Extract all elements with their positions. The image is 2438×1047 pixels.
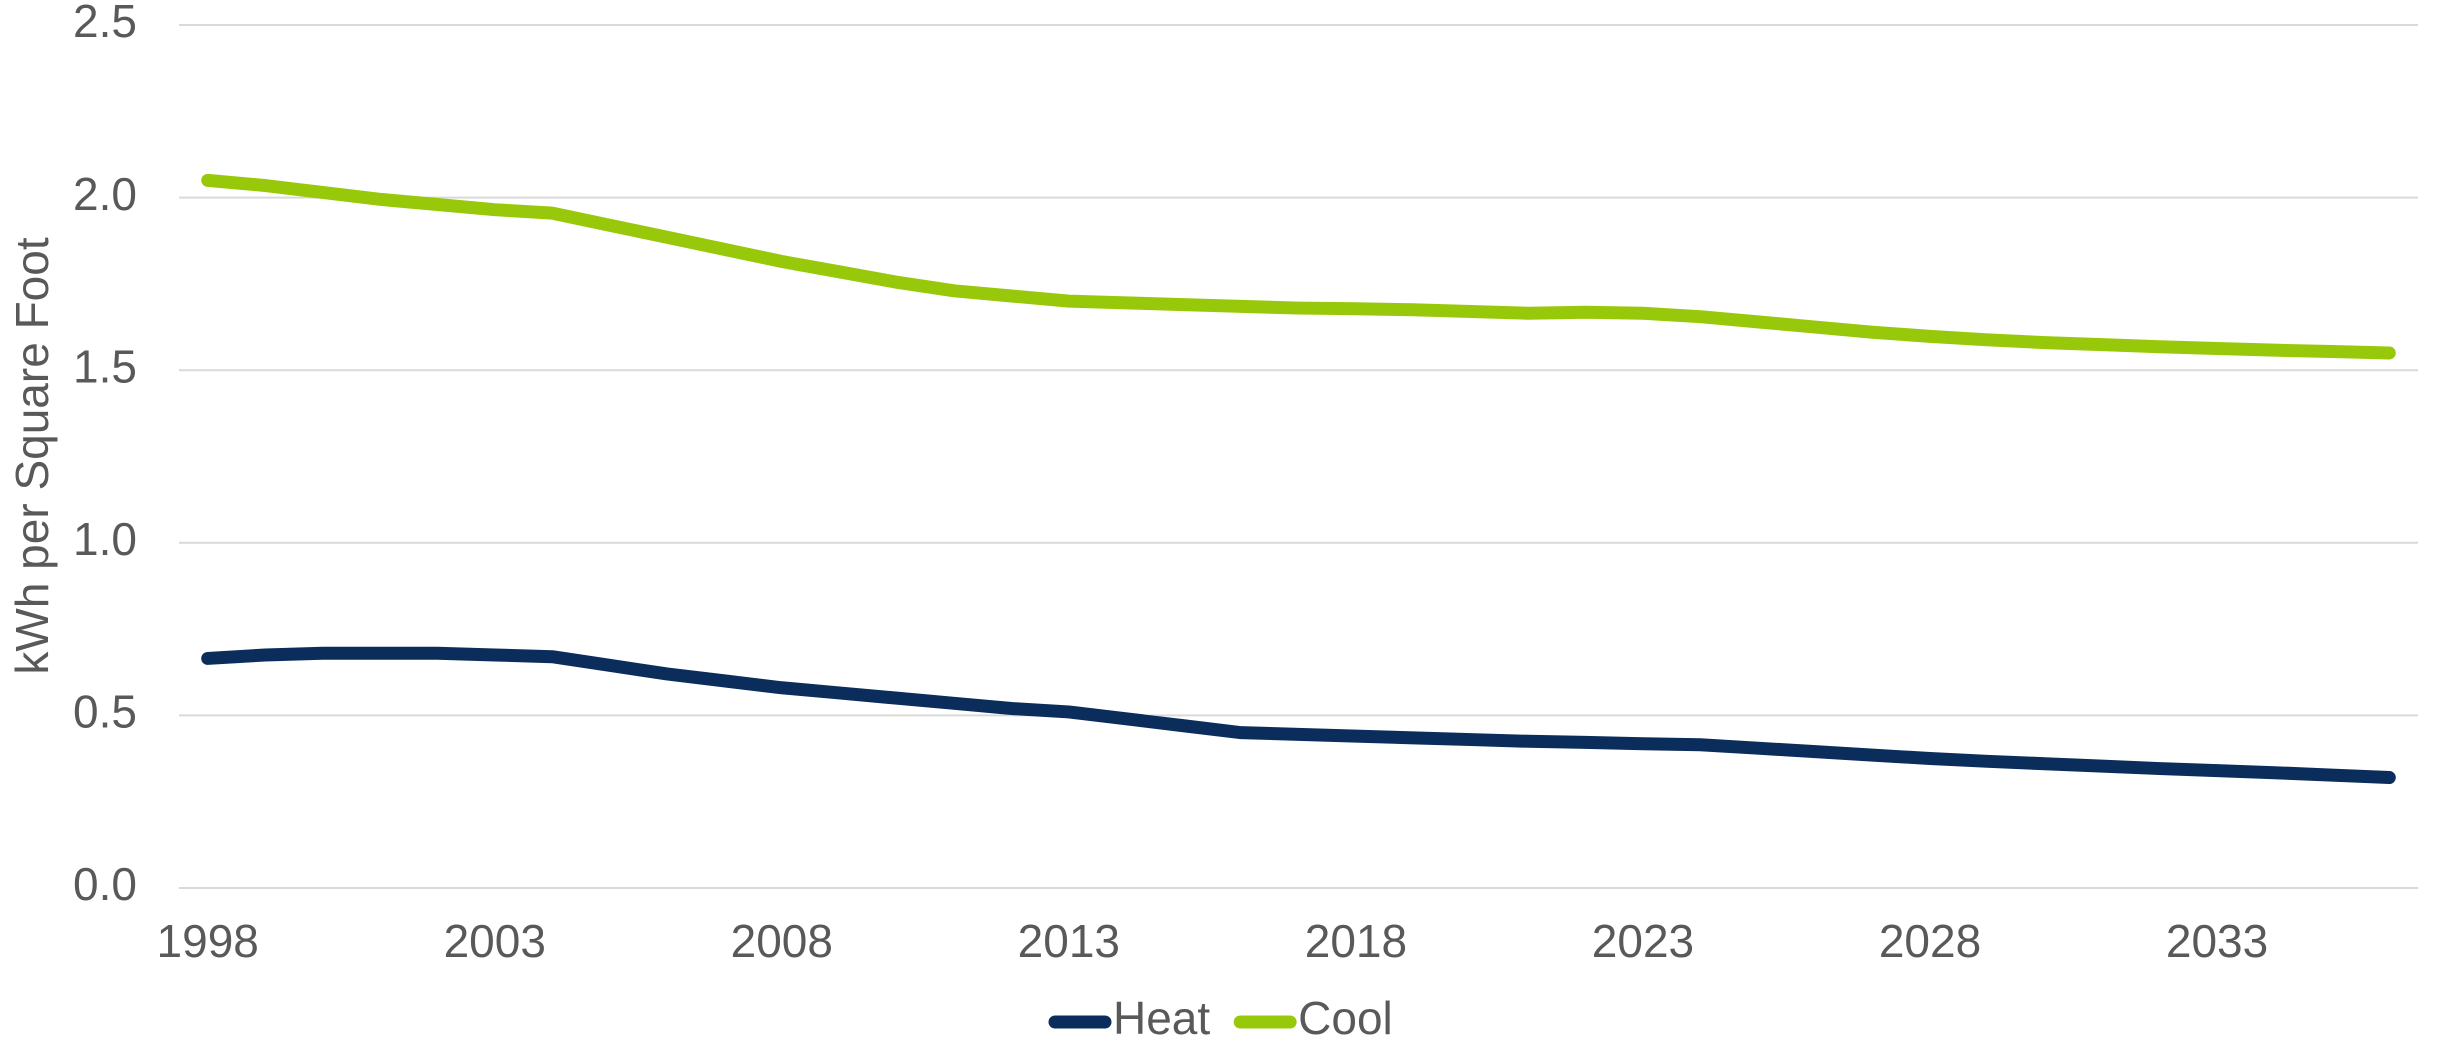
data-line xyxy=(201,173,2396,360)
legend-label: Cool xyxy=(1298,992,1393,1044)
x-tick-label: 2033 xyxy=(2166,915,2268,967)
y-tick-label: 0.5 xyxy=(73,686,137,738)
y-tick-label: 1.5 xyxy=(73,340,137,392)
y-tick-label: 2.0 xyxy=(73,168,137,220)
y-tick-label: 1.0 xyxy=(73,513,137,565)
x-tick-label: 2023 xyxy=(1592,915,1694,967)
data-line xyxy=(201,646,2396,785)
x-tick-label: 2003 xyxy=(444,915,546,967)
x-tick-label: 2028 xyxy=(1879,915,1981,967)
legend-label: Heat xyxy=(1113,992,1210,1044)
x-tick-label: 1998 xyxy=(157,915,259,967)
x-tick-label: 2008 xyxy=(731,915,833,967)
y-tick-label: 0.0 xyxy=(73,858,137,910)
y-axis-label: kWh per Square Foot xyxy=(6,237,58,674)
x-tick-label: 2013 xyxy=(1018,915,1120,967)
y-tick-label: 2.5 xyxy=(73,0,137,47)
x-tick-label: 2018 xyxy=(1305,915,1407,967)
